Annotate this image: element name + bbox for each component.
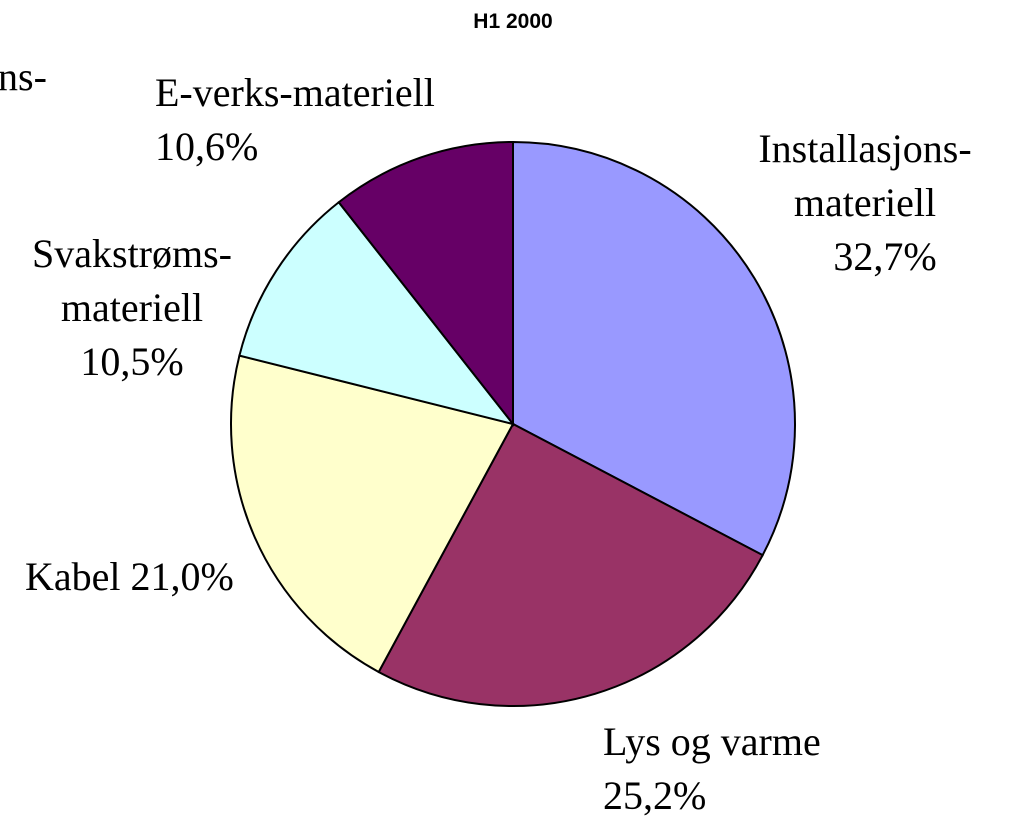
category-label: Svakstrøms-materiell — [32, 231, 232, 330]
category-label: Kabel — [25, 554, 121, 599]
slice-label: Lys og varme 25,2% — [603, 715, 903, 823]
slice-label: E-verks-materiell 10,6% — [155, 66, 475, 174]
slice-label: Kabel 21,0% — [25, 550, 325, 604]
value-label: 32,7% — [833, 234, 937, 279]
fragment-text: ns- — [0, 54, 47, 99]
pie-slice — [512, 140, 796, 557]
pie-slice — [238, 200, 516, 426]
value-label: 10,6% — [155, 124, 259, 169]
slice-label: Svakstrøms-materiell 10,5% — [2, 227, 262, 389]
category-label: Lys og varme — [603, 719, 821, 764]
category-label: Installasjons-materiell — [758, 126, 972, 225]
slice-label: Installasjons-materiell 32,7% — [740, 122, 990, 284]
chart-title: H1 2000 — [473, 10, 553, 33]
pie-slice — [230, 354, 515, 674]
value-label: 25,2% — [603, 773, 707, 818]
pie-slice — [337, 140, 514, 427]
pie-slice — [377, 422, 764, 707]
category-label: E-verks-materiell — [155, 70, 435, 115]
value-label: 10,5% — [80, 339, 184, 384]
value-label: 21,0% — [130, 554, 234, 599]
